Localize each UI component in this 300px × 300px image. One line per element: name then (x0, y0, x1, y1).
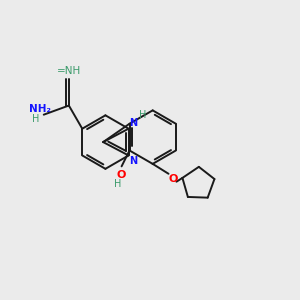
Text: H: H (139, 110, 146, 120)
Text: H: H (32, 114, 40, 124)
Text: N: N (130, 118, 138, 128)
Text: N: N (130, 156, 138, 167)
Text: H: H (114, 179, 121, 189)
Text: O: O (169, 174, 178, 184)
Text: =NH: =NH (57, 66, 81, 76)
Text: O: O (117, 170, 126, 180)
Text: NH₂: NH₂ (29, 104, 51, 114)
